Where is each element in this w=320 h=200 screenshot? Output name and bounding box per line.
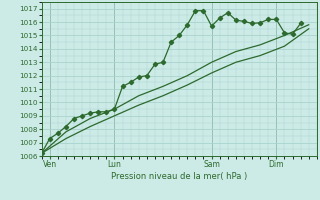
X-axis label: Pression niveau de la mer( hPa ): Pression niveau de la mer( hPa ) [111,172,247,181]
